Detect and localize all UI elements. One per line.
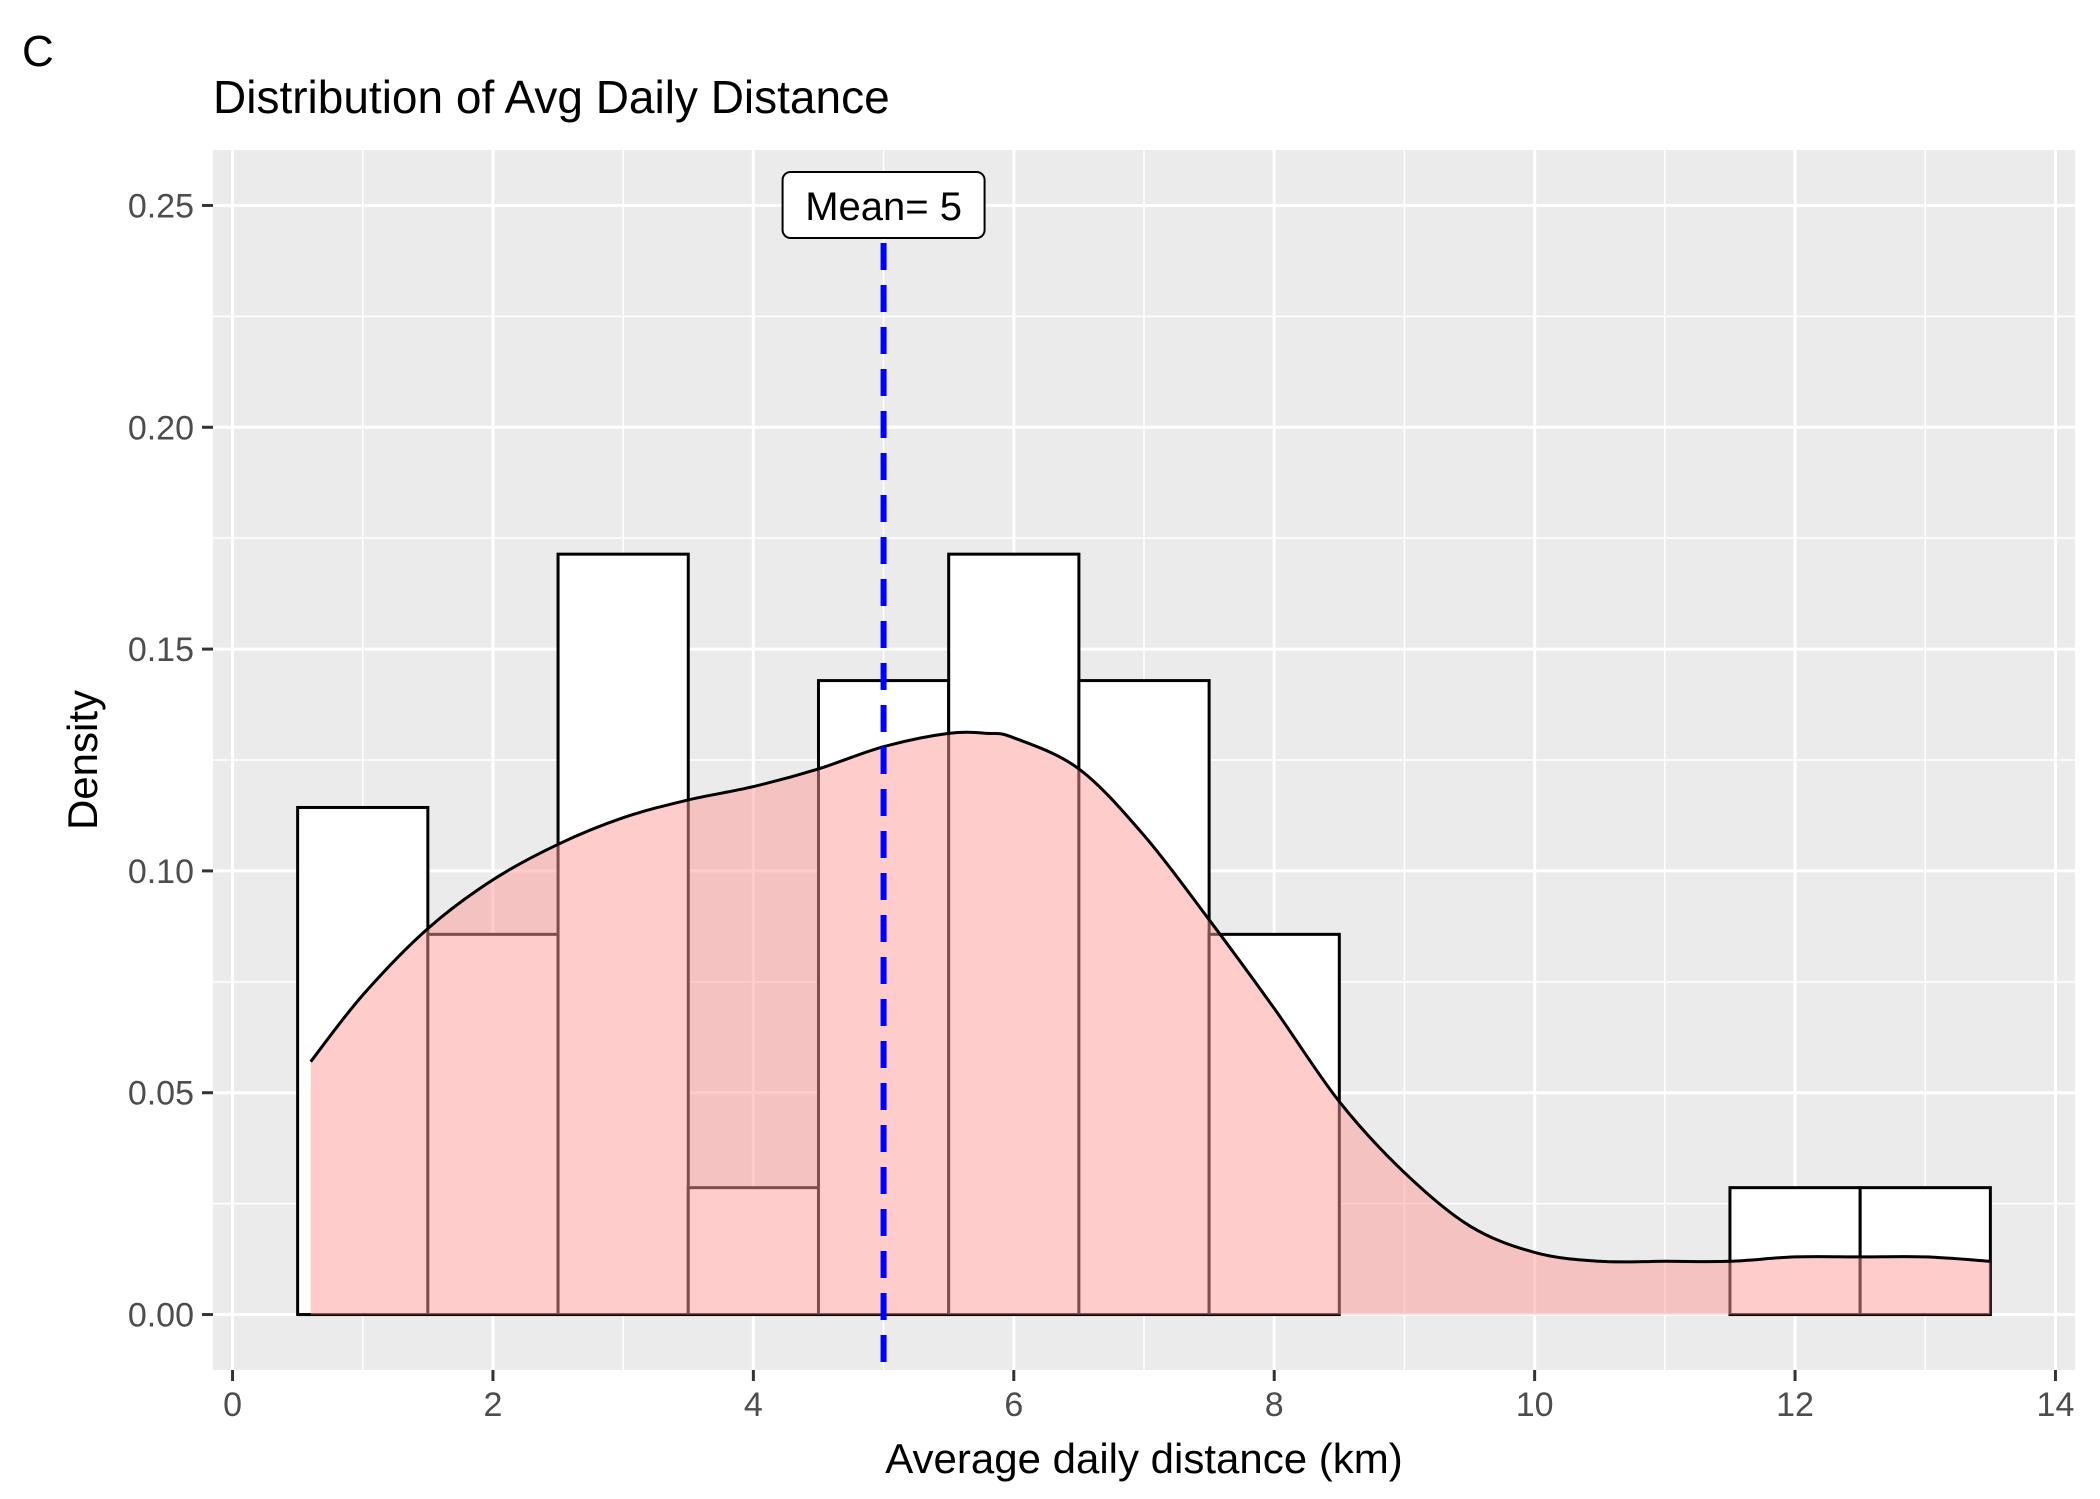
- density-curve: [309, 730, 1991, 1264]
- mean-label: Mean= 5: [805, 185, 962, 229]
- x-tick-label: 10: [1516, 1386, 1554, 1424]
- x-tick-label: 12: [1776, 1386, 1814, 1424]
- x-axis-label: Average daily distance (km): [885, 1435, 1402, 1482]
- mean-layer: Mean= 5: [781, 171, 986, 1370]
- x-tick-label: 6: [1004, 1386, 1023, 1424]
- panel-label: C: [22, 27, 54, 76]
- mean-label-box: [781, 171, 986, 239]
- y-tick-label: 0.10: [128, 853, 194, 891]
- y-tick-label: 0.25: [128, 187, 194, 225]
- y-tick-label: 0.15: [128, 631, 194, 669]
- chart-title: Distribution of Avg Daily Distance: [213, 71, 890, 123]
- x-tick-label: 14: [2037, 1386, 2075, 1424]
- x-tick-label: 0: [223, 1386, 242, 1424]
- y-axis-label: Density: [59, 690, 106, 830]
- x-axis: 0 2 4 6 8 10 12 14: [223, 1370, 2074, 1424]
- y-tick-label: 0.05: [128, 1075, 194, 1113]
- density-area: [310, 732, 1991, 1315]
- x-tick-label: 2: [483, 1386, 502, 1424]
- x-tick-label: 4: [744, 1386, 763, 1424]
- y-tick-label: 0.00: [128, 1297, 194, 1335]
- y-tick-label: 0.20: [128, 409, 194, 447]
- density-layer: [309, 730, 1991, 1315]
- x-tick-label: 8: [1265, 1386, 1284, 1424]
- y-axis: 0.00 0.05 0.10 0.15 0.20 0.25: [128, 187, 213, 1335]
